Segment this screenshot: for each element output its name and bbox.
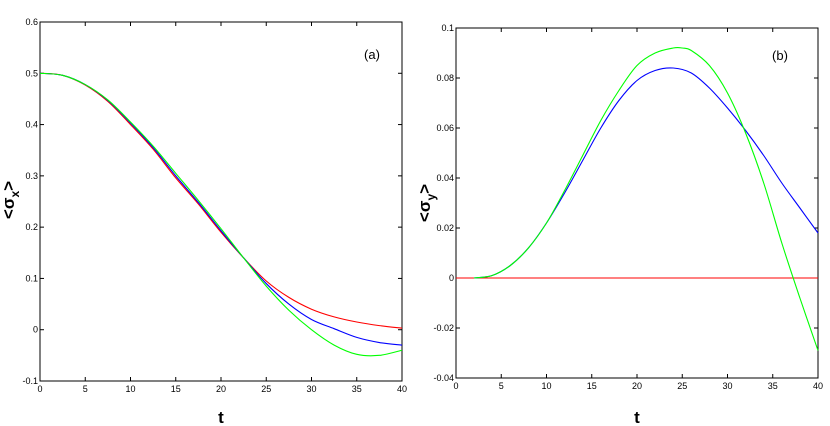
x-tick-label: 20: [216, 384, 226, 394]
series-line-0: [39, 72, 403, 329]
x-tick-label: 20: [632, 381, 642, 391]
y-tick-label: 0.2: [25, 222, 38, 232]
panel-label: (b): [772, 48, 788, 63]
chart-panel-b: 0 5 10 15 20 25 30 35 40 -0.04 -0.02 0 0.02 0.04 0.06 0…: [415, 23, 823, 426]
y-tick-label: 0.6: [25, 17, 38, 27]
x-tick-label: 5: [499, 381, 504, 391]
y-tick-label: -0.04: [433, 373, 454, 383]
x-axis-label: t: [218, 408, 224, 426]
y-tick-label: 0.4: [25, 120, 38, 130]
y-tick-label: -0.1: [22, 376, 38, 386]
panel-label: (a): [364, 47, 380, 62]
y-tick-label: 0.1: [441, 23, 454, 33]
y-tick-label: 0: [33, 325, 38, 335]
x-tick-label: 35: [768, 381, 778, 391]
x-tick-label: 40: [397, 384, 407, 394]
series-line-2: [39, 72, 403, 357]
y-tick-label: 0: [449, 273, 454, 283]
x-tick-label: 15: [587, 381, 597, 391]
y-tick-label: 0.04: [436, 173, 454, 183]
x-tick-label: 25: [261, 384, 271, 394]
x-tick-label: 10: [125, 384, 135, 394]
y-axis-label: <σy>: [415, 184, 438, 222]
x-tick-label: 25: [677, 381, 687, 391]
series-line-1: [474, 67, 819, 279]
y-tick-label: 0.3: [25, 171, 38, 181]
plot-frame: [39, 21, 403, 382]
x-axis-label: t: [634, 408, 640, 426]
y-tick-label: -0.02: [433, 323, 454, 333]
y-tick-label: 0.5: [25, 68, 38, 78]
x-tick-label: 0: [37, 384, 42, 394]
x-tick-label: 35: [352, 384, 362, 394]
x-tick-label: 30: [306, 384, 316, 394]
x-tick-label: 30: [722, 381, 732, 391]
x-tick-label: 15: [171, 384, 181, 394]
y-tick-label: 0.08: [436, 73, 454, 83]
x-tick-label: 5: [83, 384, 88, 394]
x-tick-label: 40: [813, 381, 823, 391]
x-tick-label: 10: [541, 381, 551, 391]
y-tick-label: 0.06: [436, 123, 454, 133]
series-line-2: [474, 46, 819, 351]
chart-panel-a: 0 5 10 15 20 25 30 35 40-0.100.10.20.30.40.50.6t…: [0, 17, 407, 426]
x-tick-label: 0: [453, 381, 458, 391]
series-line-1: [39, 72, 403, 346]
y-axis-label: <σx>: [0, 181, 22, 219]
y-tick-label: 0.02: [436, 223, 454, 233]
y-tick-label: 0.1: [25, 273, 38, 283]
